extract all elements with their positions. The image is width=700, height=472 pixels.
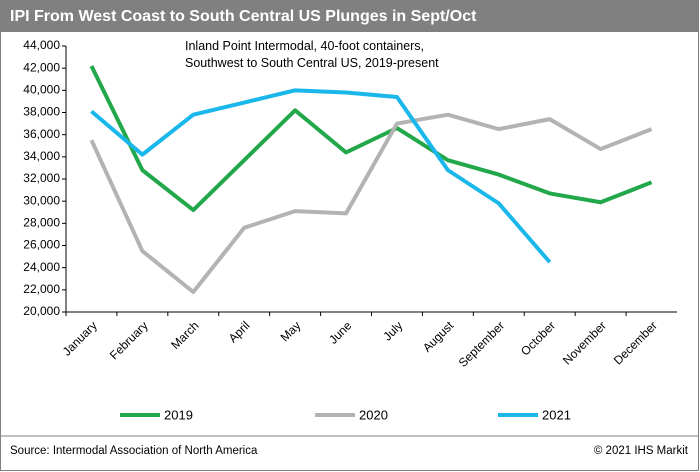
y-tick-label: 24,000 (23, 260, 60, 274)
credit: © 2021 IHS Markit (594, 445, 689, 457)
annotation-box: Inland Point Intermodal, 40-foot contain… (185, 39, 439, 70)
y-tick-label: 26,000 (23, 238, 60, 252)
y-tick-label: 20,000 (23, 304, 60, 318)
y-tick-label: 28,000 (23, 216, 60, 230)
y-tick-label: 40,000 (23, 83, 60, 97)
y-tick-label: 42,000 (23, 60, 60, 74)
annotation: Inland Point Intermodal, 40-foot contain… (185, 39, 439, 70)
series-line (90, 88, 552, 264)
title-bar (1, 1, 698, 32)
series-line (89, 112, 653, 295)
legend-label: 2021 (542, 407, 571, 422)
y-tick-label: 44,000 (23, 38, 60, 52)
y-tick-label: 32,000 (23, 171, 60, 185)
y-tick-label: 36,000 (23, 127, 60, 141)
legend-label: 2019 (164, 407, 193, 422)
series-line (89, 65, 653, 213)
y-tick-label: 38,000 (23, 105, 60, 119)
legend-label: 2020 (359, 407, 388, 422)
y-tick-label: 34,000 (23, 149, 60, 163)
chart-title: IPI From West Coast to South Central US … (10, 8, 477, 25)
y-tick-label: 30,000 (23, 193, 60, 207)
y-tick-label: 22,000 (23, 282, 60, 296)
source: Source: Intermodal Association of North … (10, 445, 258, 457)
